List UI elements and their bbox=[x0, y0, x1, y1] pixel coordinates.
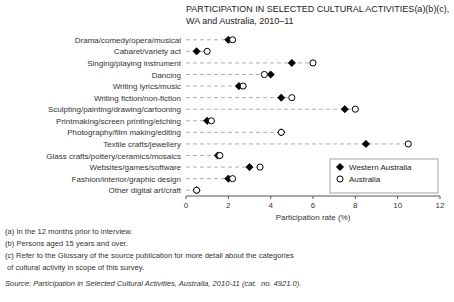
connector bbox=[186, 97, 292, 98]
legend-label: Western Australia bbox=[349, 163, 412, 172]
point bbox=[341, 106, 348, 113]
x-tick-label: 6 bbox=[311, 201, 316, 210]
plot-area bbox=[186, 36, 411, 194]
x-tick-label: 10 bbox=[393, 201, 402, 210]
note: (c) Refer to the Glossary of the source … bbox=[5, 251, 294, 260]
note: (b) Persons aged 15 years and over. bbox=[5, 239, 128, 248]
connector bbox=[186, 132, 281, 133]
point bbox=[352, 106, 358, 112]
point bbox=[217, 152, 223, 158]
connector bbox=[186, 74, 271, 75]
legend: Western Australia Australia bbox=[330, 159, 438, 193]
point bbox=[278, 94, 285, 101]
x-tick bbox=[355, 196, 356, 199]
y-tick-label: Photography/film making/editing bbox=[67, 128, 181, 137]
point bbox=[193, 187, 200, 194]
connector bbox=[186, 109, 355, 110]
x-axis-label: Participation rate (%) bbox=[276, 213, 351, 222]
point bbox=[240, 83, 246, 89]
background bbox=[0, 0, 454, 302]
x-tick bbox=[270, 196, 271, 199]
point bbox=[405, 141, 411, 147]
x-tick-label: 4 bbox=[268, 201, 273, 210]
legend-label: Australia bbox=[349, 175, 381, 184]
point bbox=[289, 95, 295, 101]
point bbox=[362, 140, 369, 147]
y-tick-label: Drama/comedy/opera/musical bbox=[75, 36, 181, 45]
x-tick bbox=[440, 196, 441, 199]
note: (a) In the 12 months prior to interview. bbox=[5, 227, 132, 236]
subtitle: WA and Australia, 2010–11 bbox=[186, 16, 294, 26]
x-tick bbox=[313, 196, 314, 199]
y-tick-label: Singing/playing instrument bbox=[87, 59, 182, 68]
y-tick-label: Dancing bbox=[152, 71, 181, 80]
point bbox=[246, 163, 253, 170]
connector bbox=[186, 143, 408, 144]
y-tick-label: Printmaking/screen printing/etching bbox=[56, 117, 181, 126]
legend-marker bbox=[336, 163, 343, 170]
y-tick-label: Cabaret/variety act bbox=[114, 47, 182, 56]
y-tick-label: Other digital art/craft bbox=[109, 186, 182, 195]
x-tick-label: 8 bbox=[353, 201, 358, 210]
title: PARTICIPATION IN SELECTED CULTURAL ACTIV… bbox=[186, 4, 449, 14]
y-tick-label: Websites/games/software bbox=[90, 163, 182, 172]
point bbox=[194, 187, 200, 193]
point bbox=[288, 59, 295, 66]
y-tick-label: Textile crafts/jewellery bbox=[103, 140, 181, 149]
x-tick-label: 0 bbox=[184, 201, 189, 210]
source: Source: Participation in Selected Cultur… bbox=[5, 279, 301, 288]
legend-marker bbox=[337, 176, 343, 182]
point bbox=[310, 60, 316, 66]
connector bbox=[186, 86, 243, 87]
point bbox=[257, 164, 263, 170]
point bbox=[230, 37, 236, 43]
point bbox=[267, 71, 274, 78]
point bbox=[278, 129, 284, 135]
legend-box bbox=[330, 159, 438, 193]
note: of cultural activity in scope of this su… bbox=[5, 263, 144, 272]
x-tick bbox=[228, 196, 229, 199]
point bbox=[261, 71, 267, 77]
point bbox=[208, 118, 214, 124]
y-tick-label: Sculpting/painting/drawing/cartooning bbox=[48, 105, 181, 114]
point bbox=[204, 48, 210, 54]
x-tick-label: 2 bbox=[226, 201, 231, 210]
point bbox=[278, 129, 285, 136]
point bbox=[230, 176, 236, 182]
point bbox=[193, 48, 200, 55]
chart: PARTICIPATION IN SELECTED CULTURAL ACTIV… bbox=[0, 0, 454, 302]
y-tick-label: Fashion/interior/graphic design bbox=[72, 175, 181, 184]
x-tick-label: 12 bbox=[436, 201, 445, 210]
x-tick bbox=[397, 196, 398, 199]
y-tick-label: Writing fiction/non-fiction bbox=[94, 94, 181, 103]
y-tick-label: Writing lyrics/music bbox=[113, 82, 181, 91]
x-tick bbox=[186, 196, 187, 199]
y-tick-label: Glass crafts/pottery/ceramics/mosaics bbox=[46, 152, 181, 161]
